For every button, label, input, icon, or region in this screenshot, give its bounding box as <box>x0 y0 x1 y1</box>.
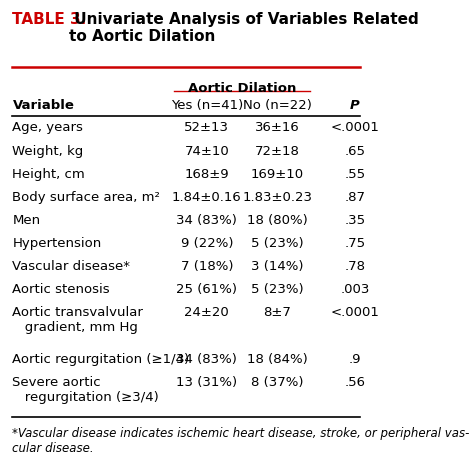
Text: 3 (14%): 3 (14%) <box>251 260 303 273</box>
Text: 169±10: 169±10 <box>251 168 304 181</box>
Text: 8 (37%): 8 (37%) <box>251 376 303 389</box>
Text: 13 (31%): 13 (31%) <box>176 376 237 389</box>
Text: 18 (84%): 18 (84%) <box>247 353 308 365</box>
Text: Yes (n=41): Yes (n=41) <box>171 99 243 112</box>
Text: 5 (23%): 5 (23%) <box>251 237 303 250</box>
Text: 34 (83%): 34 (83%) <box>176 214 237 227</box>
Text: .56: .56 <box>345 376 365 389</box>
Text: Vascular disease*: Vascular disease* <box>12 260 130 273</box>
Text: 74±10: 74±10 <box>184 144 229 158</box>
Text: .35: .35 <box>344 214 365 227</box>
Text: 7 (18%): 7 (18%) <box>181 260 233 273</box>
Text: .87: .87 <box>345 191 365 204</box>
Text: Hypertension: Hypertension <box>12 237 102 250</box>
Text: Height, cm: Height, cm <box>12 168 85 181</box>
Text: 52±13: 52±13 <box>184 121 229 134</box>
Text: Aortic regurgitation (≥1/4): Aortic regurgitation (≥1/4) <box>12 353 190 365</box>
Text: 36±16: 36±16 <box>255 121 300 134</box>
Text: 8±7: 8±7 <box>263 306 291 319</box>
Text: 5 (23%): 5 (23%) <box>251 283 303 296</box>
Text: Age, years: Age, years <box>12 121 83 134</box>
Text: 9 (22%): 9 (22%) <box>181 237 233 250</box>
Text: .003: .003 <box>340 283 370 296</box>
Text: .55: .55 <box>344 168 365 181</box>
Text: 168±9: 168±9 <box>184 168 229 181</box>
Text: <.0001: <.0001 <box>330 306 379 319</box>
Text: 1.83±0.23: 1.83±0.23 <box>242 191 312 204</box>
Text: Severe aortic
   regurgitation (≥3/4): Severe aortic regurgitation (≥3/4) <box>12 376 159 404</box>
Text: TABLE 3.: TABLE 3. <box>12 11 87 26</box>
Text: 24±20: 24±20 <box>184 306 229 319</box>
Text: Univariate Analysis of Variables Related
to Aortic Dilation: Univariate Analysis of Variables Related… <box>69 11 419 44</box>
Text: .78: .78 <box>345 260 365 273</box>
Text: *Vascular disease indicates ischemic heart disease, stroke, or peripheral vas-
c: *Vascular disease indicates ischemic hea… <box>12 428 470 454</box>
Text: .9: .9 <box>349 353 361 365</box>
Text: 1.84±0.16: 1.84±0.16 <box>172 191 242 204</box>
Text: Variable: Variable <box>12 99 74 112</box>
Text: .75: .75 <box>344 237 365 250</box>
Text: Men: Men <box>12 214 41 227</box>
Text: No (n=22): No (n=22) <box>243 99 311 112</box>
Text: 72±18: 72±18 <box>255 144 300 158</box>
Text: Aortic Dilation: Aortic Dilation <box>188 83 296 95</box>
Text: Body surface area, m²: Body surface area, m² <box>12 191 160 204</box>
Text: Aortic transvalvular
   gradient, mm Hg: Aortic transvalvular gradient, mm Hg <box>12 306 143 334</box>
Text: <.0001: <.0001 <box>330 121 379 134</box>
Text: P: P <box>350 99 360 112</box>
Text: 18 (80%): 18 (80%) <box>247 214 308 227</box>
Text: 34 (83%): 34 (83%) <box>176 353 237 365</box>
Text: Aortic stenosis: Aortic stenosis <box>12 283 110 296</box>
Text: .65: .65 <box>345 144 365 158</box>
Text: Weight, kg: Weight, kg <box>12 144 84 158</box>
Text: 25 (61%): 25 (61%) <box>176 283 237 296</box>
